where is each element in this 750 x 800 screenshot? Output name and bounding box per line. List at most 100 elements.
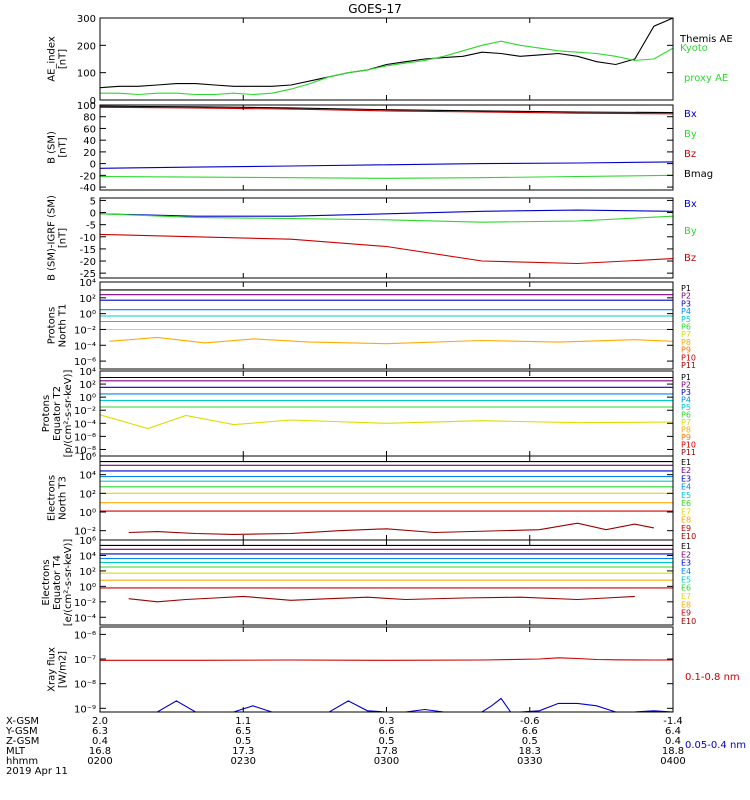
legend-label: Bx [684,109,697,120]
series-line-bigrf-Bz [99,233,674,265]
y-tick-label: 10⁻⁸ [74,680,96,691]
legend-label: P1 [681,373,691,382]
x-axis-value: 6.3 [92,726,108,737]
y-tick-label: 10⁰ [79,310,96,321]
y-tick-label: -40 [80,183,96,194]
y-tick-label: 10⁰ [79,393,96,404]
y-axis-label-line: Protons [47,307,58,344]
x-axis-value: 0.4 [665,736,681,747]
legend-label: Bmag [684,169,713,180]
legend-label: E10 [681,617,696,626]
x-axis-value: 17.8 [375,746,397,757]
y-tick-label: 10⁻⁶ [74,630,96,641]
legend-label: E2 [681,466,691,475]
y-axis-label: ElectronsNorth T3 [47,475,69,521]
x-row-label: MLT [6,746,26,757]
legend-label: Bz [684,253,696,264]
y-tick-label: 10⁴ [79,367,96,378]
legend-label: E7 [681,507,691,516]
y-axis-label-line: Xray flux [47,647,58,692]
legend-label: P3 [681,299,691,308]
legend-label: P8 [681,426,691,435]
y-axis-label-line: AE_index [47,36,58,82]
y-tick-label: 20 [83,148,96,159]
legend-label: P8 [681,338,691,347]
legend-label: P11 [681,361,696,370]
y-axis-label-line: [nT] [58,137,69,157]
series-line-ae-Themis-AE [99,17,674,89]
y-tick-label: 10⁻⁴ [74,341,96,352]
y-axis-label-line: [nT] [58,49,69,69]
legend-label: P4 [681,307,691,316]
y-tick-label: 10⁶ [79,536,96,547]
y-tick-label: 10² [79,294,96,305]
y-axis-label: B (SM)-IGRF (SM)[nT] [47,195,69,281]
y-axis-label-line: [p/(cm²-s-sr-keV)] [63,370,74,458]
y-tick-label: 10⁻⁸ [74,445,96,456]
y-axis-label-line: Equator T4 [52,555,63,610]
y-tick-label: -15 [80,245,96,256]
y-tick-label: 10⁻⁹ [74,704,96,715]
x-axis-value: 0230 [231,756,256,767]
x-axis-value: -0.6 [520,716,540,727]
y-axis-label: AE_index[nT] [47,36,69,82]
legend-label: P5 [681,315,691,324]
legend-label: P1 [681,284,691,293]
legend-label: E8 [681,516,691,525]
legend-label: P10 [681,353,696,362]
x-axis-value: 0.5 [235,736,251,747]
series-line-ae-Kyoto-proxy-AE [100,40,674,96]
legend-label: E1 [681,542,691,551]
series-line-electrons_t4-E10 [128,595,635,603]
y-tick-label: 10⁻⁷ [74,655,96,666]
y-tick-label: 10⁻² [74,325,96,336]
y-tick-label: -25 [80,269,96,280]
x-axis-value: 16.8 [89,746,111,757]
x-axis-value: 0.5 [522,736,538,747]
x-axis-value: 6.5 [235,726,251,737]
series-line-protons_t1-P8 [109,336,674,345]
y-axis-label-line: North T1 [58,304,69,348]
legend-label: P5 [681,403,691,412]
chart-title: GOES-17 [348,2,402,16]
y-axis-label: ProtonsEquator T2[p/(cm²-s-sr-keV)] [41,370,74,458]
y-tick-label: -10 [80,233,96,244]
legend-label: E3 [681,474,691,483]
y-tick-label: 40 [83,136,96,147]
y-tick-label: 10⁻⁴ [74,419,96,430]
y-axis-label: ElectronsEquator T4[e/(cm²-s-sr-keV)] [41,539,74,627]
panel-xray: 10⁻⁹ 10⁻⁸ 10⁻⁷ 10⁻⁶ Xray flux[W/m2] 0.1-0.8 n… [47,626,746,751]
y-tick-label: 10⁶ [79,452,96,463]
x-axis-value: 6.4 [665,726,681,737]
legend-label: P3 [681,388,691,397]
y-tick-label: 10⁴ [79,278,96,289]
x-row-label: hhmm [6,756,38,767]
legend-label: P4 [681,396,691,405]
y-tick-label: 10² [79,380,96,391]
legend-label: Kyoto [680,43,708,54]
y-tick-label: 300 [77,14,96,25]
y-tick-label: -5 [86,221,96,232]
legend-label: E6 [681,584,691,593]
y-tick-label: -20 [80,257,96,268]
y-tick-label: 80 [83,113,96,124]
x-row-label: Z-GSM [6,736,39,747]
series-line-electrons_t3-E10 [128,522,655,535]
y-axis-label-line: B (SM) [47,131,58,164]
panel-protons_t2: 10⁻⁸ 10⁻⁶ 10⁻⁴ 10⁻² 10⁰ 10² 10⁴ ProtonsEquator … [41,367,696,457]
y-tick-label: 10⁻² [74,406,96,417]
legend-label: P2 [681,381,691,390]
x-axis-value: 18.8 [662,746,684,757]
x-axis-value: 0330 [517,756,542,767]
y-tick-label: 60 [83,124,96,135]
y-tick-label: 10² [79,567,96,578]
x-axis-value: 0.4 [92,736,108,747]
y-axis-label-line: Electrons [47,475,58,521]
y-tick-label: 10² [79,489,96,500]
legend-label: proxy AE [684,73,728,84]
legend-label: E5 [681,491,691,500]
legend-label: P9 [681,346,691,355]
legend-label: 0.05-0.4 nm [685,740,746,751]
y-tick-label: 10⁻⁶ [74,357,96,368]
